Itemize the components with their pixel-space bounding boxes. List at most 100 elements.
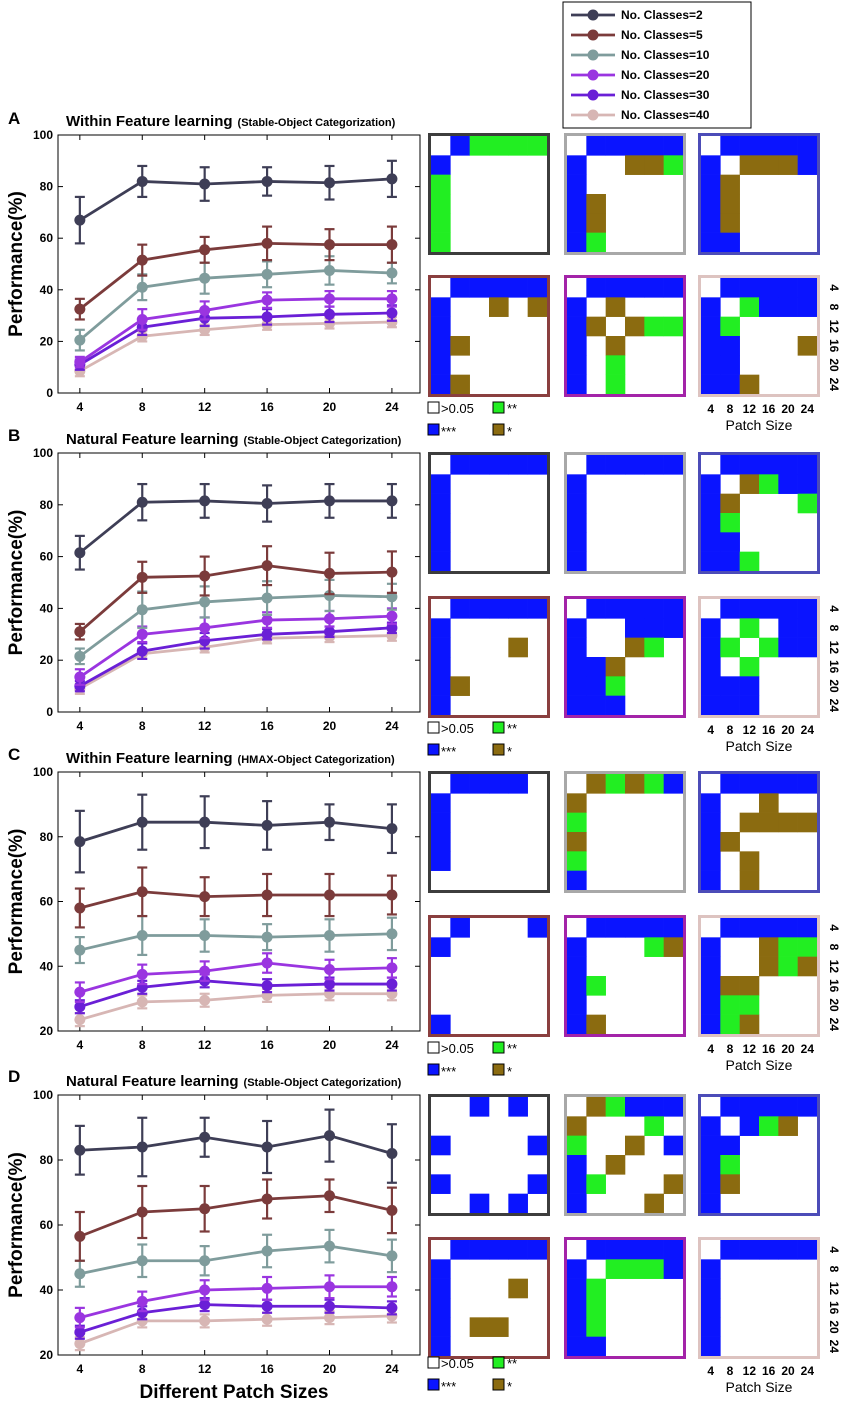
matrix-cell — [701, 551, 721, 572]
patch-size-col-label: 4 — [707, 1042, 714, 1056]
y-tick-label: 80 — [40, 1153, 54, 1167]
patch-size-col-label: 8 — [727, 1364, 734, 1378]
legend-entry: No. Classes=20 — [571, 68, 710, 82]
patch-size-row-label: 8 — [827, 944, 841, 951]
matrix-cell — [431, 374, 451, 395]
matrix-cell — [663, 1174, 684, 1194]
matrix-cell — [450, 374, 470, 395]
matrix-cell — [527, 297, 548, 317]
patch-size-col-label: 24 — [801, 402, 815, 416]
data-point — [324, 963, 335, 975]
panel-d: D Natural Feature learning (Stable-Object … — [6, 1067, 841, 1401]
matrix-cell — [567, 812, 587, 833]
matrix-cell — [701, 793, 721, 813]
matrix-cell — [663, 1259, 684, 1279]
significance-key: >0.05 ***** * — [427, 401, 517, 439]
matrix-cell — [720, 278, 740, 298]
data-point — [261, 268, 273, 280]
matrix-cell — [431, 493, 451, 514]
matrix-cell — [567, 1116, 587, 1136]
matrix-cell — [720, 316, 740, 337]
x-tick-label: 8 — [139, 1038, 146, 1052]
matrix-cell — [586, 136, 606, 156]
patch-size-col-label: 8 — [727, 1042, 734, 1056]
matrix-cell — [778, 774, 798, 794]
matrix-cell — [567, 1298, 587, 1318]
matrix-cell — [450, 599, 470, 619]
matrix-cell — [663, 316, 684, 337]
y-axis-label: Performance(%) — [6, 191, 27, 337]
matrix-cell — [739, 851, 760, 871]
data-point — [74, 1338, 86, 1350]
series-line — [78, 499, 392, 554]
matrix-cell — [759, 1116, 779, 1136]
matrix-cell — [644, 455, 664, 475]
matrix-cell — [720, 532, 740, 552]
significance-matrix — [698, 133, 820, 255]
matrix-cell — [720, 1155, 740, 1175]
y-tick-label: 40 — [40, 959, 54, 973]
matrix-frame — [428, 452, 550, 574]
matrix-cell — [778, 474, 798, 494]
series-line — [79, 932, 392, 952]
matrix-cell — [586, 316, 606, 337]
key-swatch-two — [492, 1356, 505, 1369]
series-no-classes-2 — [74, 159, 398, 245]
matrix-cell — [720, 976, 740, 996]
matrix-cell — [605, 374, 626, 395]
matrix-cell — [625, 618, 645, 638]
patch-size-row-label: 16 — [827, 660, 841, 674]
matrix-cell — [739, 676, 760, 696]
matrix-frame — [428, 1237, 550, 1359]
matrix-cell — [644, 599, 664, 619]
matrix-cell — [469, 1240, 490, 1260]
matrix-cell — [605, 455, 626, 475]
legend-marker — [587, 89, 599, 101]
matrix-cell — [489, 455, 509, 475]
data-point — [386, 978, 398, 990]
matrix-cell — [720, 695, 740, 716]
matrix-cell — [567, 213, 587, 233]
legend-label: No. Classes=2 — [621, 8, 703, 22]
matrix-cell — [567, 1174, 587, 1194]
series-line — [79, 320, 392, 373]
matrix-cell — [739, 657, 760, 677]
series-line — [79, 1194, 393, 1238]
matrix-cell — [701, 532, 721, 552]
matrix-cell — [567, 174, 587, 195]
data-point — [261, 1282, 273, 1294]
patch-size-col-label: 4 — [707, 723, 714, 737]
matrix-cell — [605, 1097, 626, 1117]
legend-entry: No. Classes=2 — [571, 8, 703, 22]
matrix-cell — [567, 155, 587, 175]
matrix-frame — [564, 452, 686, 574]
matrix-cell — [701, 1259, 721, 1279]
data-point — [136, 313, 148, 325]
data-point — [136, 1141, 148, 1153]
x-tick-label: 24 — [385, 400, 399, 414]
data-point — [261, 311, 273, 323]
series-line — [79, 634, 392, 690]
matrix-cell — [605, 676, 626, 696]
matrix-cell — [663, 918, 684, 938]
matrix-cell — [586, 1174, 606, 1194]
matrix-cell — [586, 278, 606, 298]
x-tick-label: 12 — [198, 1362, 212, 1376]
matrix-cell — [586, 918, 606, 938]
patch-size-row-label: 12 — [827, 320, 841, 334]
data-point — [74, 680, 86, 692]
matrix-cell — [720, 513, 740, 533]
significance-matrix — [428, 915, 550, 1037]
matrix-frame — [698, 915, 820, 1037]
matrix-cell — [431, 1259, 451, 1279]
matrix-cell — [586, 1336, 606, 1357]
matrix-cell — [701, 1336, 721, 1357]
data-point — [136, 281, 148, 293]
significance-matrix — [564, 1094, 686, 1216]
patch-size-col-label: 4 — [707, 402, 714, 416]
matrix-cell — [431, 194, 451, 214]
matrix-cell — [739, 1240, 760, 1260]
matrix-cell — [778, 1240, 798, 1260]
matrix-cell — [720, 832, 740, 852]
matrix-cell — [720, 918, 740, 938]
